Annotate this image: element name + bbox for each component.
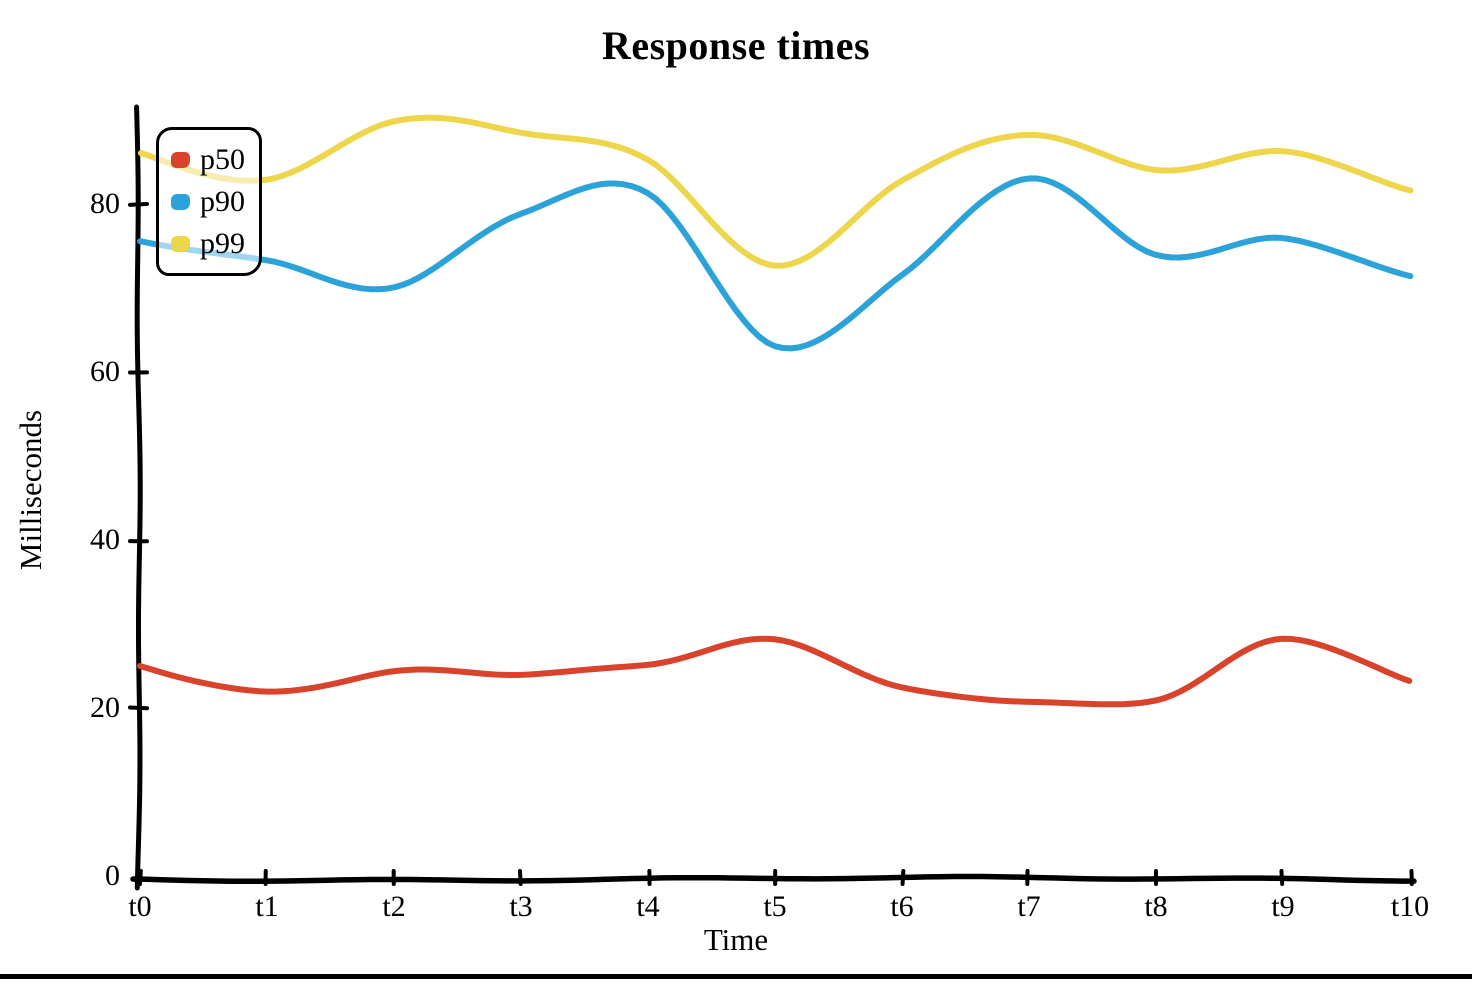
x-tick-label: t5 bbox=[763, 890, 787, 923]
y-tick-label: 80 bbox=[90, 187, 120, 220]
x-tick-label: t10 bbox=[1390, 890, 1430, 923]
x-tick-label: t7 bbox=[1017, 890, 1041, 923]
x-tick-label: t6 bbox=[890, 890, 914, 923]
legend-item-p50: p50 bbox=[171, 140, 245, 179]
p99-swatch-icon bbox=[171, 235, 190, 252]
y-tick-label: 40 bbox=[90, 523, 120, 556]
x-tick-label: t2 bbox=[382, 890, 406, 923]
y-tick-label: 0 bbox=[105, 859, 120, 892]
x-axis-label: Time bbox=[703, 922, 769, 957]
legend-item-p90: p90 bbox=[171, 182, 245, 221]
legend-label: p50 bbox=[200, 142, 245, 176]
x-tick-label: t1 bbox=[255, 890, 279, 923]
legend: p50 p90 p99 bbox=[156, 127, 262, 276]
y-tick-label: 60 bbox=[90, 355, 120, 388]
p50-swatch-icon bbox=[171, 151, 190, 168]
y-tick-label: 20 bbox=[90, 691, 120, 724]
x-tick-label: t8 bbox=[1144, 890, 1168, 923]
legend-item-p99: p99 bbox=[171, 224, 245, 263]
legend-label: p99 bbox=[200, 226, 245, 260]
p90-swatch-icon bbox=[171, 193, 190, 210]
x-tick-label: t4 bbox=[636, 890, 660, 923]
window-bottom-border bbox=[0, 974, 1472, 979]
x-tick-label: t0 bbox=[128, 890, 152, 923]
legend-label: p90 bbox=[200, 184, 245, 218]
x-tick-label: t3 bbox=[509, 890, 533, 923]
chart-title: Response times bbox=[601, 23, 871, 68]
x-tick-label: t9 bbox=[1271, 890, 1295, 923]
